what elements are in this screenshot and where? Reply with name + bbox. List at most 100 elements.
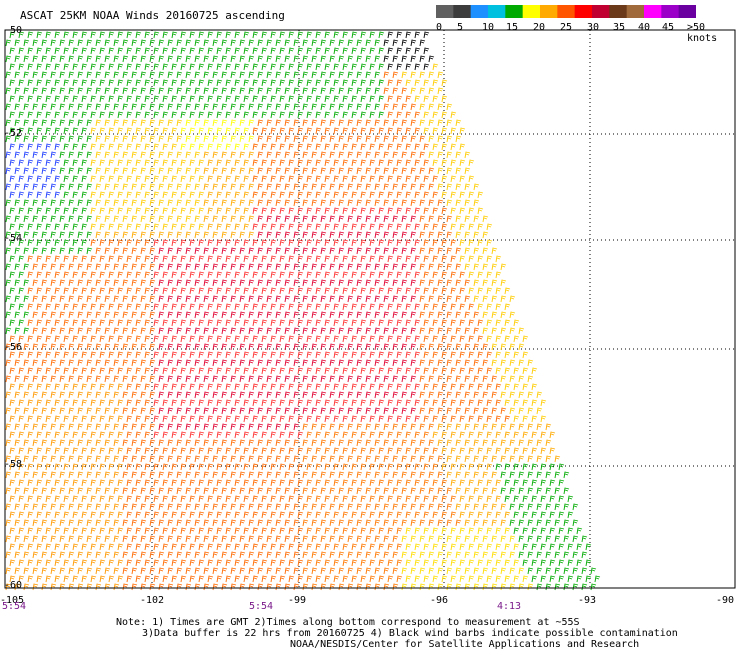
wind-barb (167, 311, 174, 319)
wind-barb (18, 159, 25, 167)
wind-barb (41, 455, 48, 463)
wind-barb (243, 271, 250, 279)
wind-barb (324, 111, 331, 119)
wind-barb (297, 271, 304, 279)
wind-barb (360, 447, 367, 455)
wind-barb (167, 327, 174, 335)
wind-barb (144, 415, 151, 423)
wind-barb (410, 199, 417, 207)
wind-barb (212, 359, 219, 367)
wind-barb (243, 559, 250, 567)
wind-barb (153, 559, 160, 567)
wind-barb (486, 399, 493, 407)
wind-barb (378, 255, 385, 263)
wind-barb (464, 423, 471, 431)
wind-barb (140, 327, 147, 335)
wind-barb (356, 343, 363, 351)
wind-barb (392, 39, 399, 47)
wind-barb (329, 199, 336, 207)
wind-barb (5, 183, 12, 191)
wind-barb (365, 167, 372, 175)
wind-barb (338, 439, 345, 447)
wind-barb (140, 247, 147, 255)
wind-barb (243, 479, 250, 487)
wind-barb (140, 295, 147, 303)
wind-barb (491, 567, 498, 575)
wind-barb (284, 343, 291, 351)
wind-barb (288, 271, 295, 279)
wind-barb (455, 471, 462, 479)
wind-barb (216, 431, 223, 439)
wind-barb (396, 335, 403, 343)
wind-barb (54, 367, 61, 375)
wind-barb (486, 367, 493, 375)
wind-barb (180, 543, 187, 551)
wind-barb (378, 447, 385, 455)
wind-barb (410, 391, 417, 399)
wind-barb (567, 511, 574, 519)
wind-barb (464, 247, 471, 255)
wind-barb (441, 495, 448, 503)
wind-barb (378, 207, 385, 215)
wind-barb (558, 463, 565, 471)
wind-barb (72, 511, 79, 519)
wind-barb (383, 551, 390, 559)
wind-barb (500, 583, 507, 591)
wind-barb (41, 551, 48, 559)
wind-barb (248, 215, 255, 223)
wind-barb (104, 423, 111, 431)
wind-barb (279, 47, 286, 55)
wind-barb (356, 247, 363, 255)
wind-barb (135, 351, 142, 359)
wind-barb (365, 183, 372, 191)
wind-barb (50, 327, 57, 335)
wind-barb (387, 255, 394, 263)
wind-barb (230, 87, 237, 95)
wind-barb (405, 223, 412, 231)
wind-barb (36, 143, 43, 151)
wind-barb (131, 167, 138, 175)
wind-barb (473, 551, 480, 559)
wind-barb (527, 519, 534, 527)
wind-barb (311, 135, 318, 143)
wind-barb (284, 87, 291, 95)
wind-barb (234, 111, 241, 119)
wind-barb (50, 167, 57, 175)
wind-barb (207, 367, 214, 375)
wind-barb (414, 239, 421, 247)
wind-barb (365, 359, 372, 367)
wind-barb (32, 215, 39, 223)
wind-barb (279, 111, 286, 119)
wind-barb (329, 295, 336, 303)
wind-barb (504, 367, 511, 375)
wind-barb (333, 319, 340, 327)
wind-barb (261, 239, 268, 247)
wind-barb (189, 575, 196, 583)
wind-barb (72, 175, 79, 183)
wind-barb (185, 567, 192, 575)
wind-barb (468, 463, 475, 471)
wind-barb (482, 455, 489, 463)
wind-barb (356, 471, 363, 479)
wind-barb (131, 39, 138, 47)
wind-barb (279, 207, 286, 215)
wind-barb (338, 279, 345, 287)
wind-barb (158, 231, 165, 239)
wind-barb (113, 407, 120, 415)
wind-barb (194, 295, 201, 303)
wind-barb (441, 79, 448, 87)
wind-barb (482, 327, 489, 335)
wind-barb (207, 47, 214, 55)
wind-barb (333, 415, 340, 423)
wind-barb (369, 287, 376, 295)
wind-barb (104, 183, 111, 191)
wind-barb (86, 183, 93, 191)
wind-barb (248, 39, 255, 47)
wind-barb (167, 215, 174, 223)
wind-barb (95, 407, 102, 415)
wind-barb (140, 551, 147, 559)
wind-barb (9, 63, 16, 71)
wind-barb (95, 487, 102, 495)
wind-barb (126, 447, 133, 455)
wind-barb (162, 287, 169, 295)
